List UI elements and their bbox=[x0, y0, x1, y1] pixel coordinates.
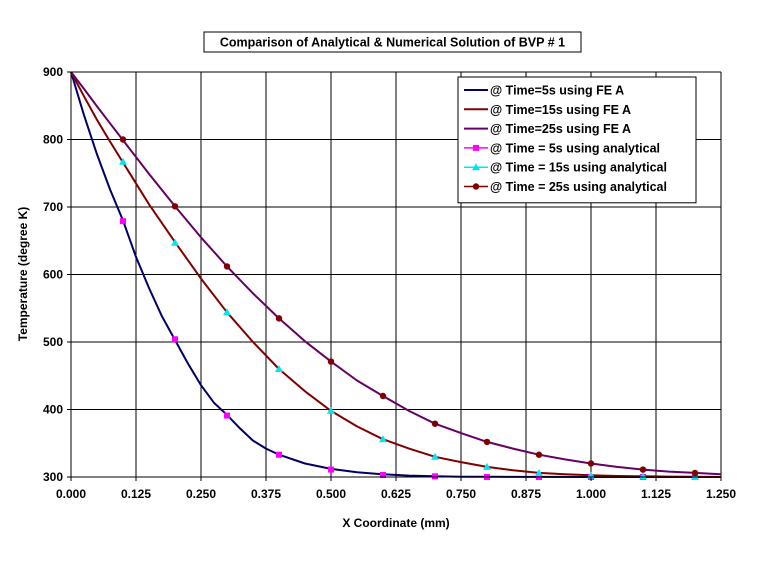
data-point bbox=[223, 263, 231, 270]
data-point bbox=[639, 472, 647, 480]
data-point bbox=[431, 420, 439, 427]
data-point bbox=[120, 218, 126, 225]
legend-label: @ Time = 5s using analytical bbox=[490, 141, 660, 155]
y-axis-title: Temperature (degree K) bbox=[16, 207, 30, 341]
y-tick-label: 800 bbox=[43, 133, 63, 147]
axes-layer bbox=[67, 71, 722, 481]
x-tick-label: 0.750 bbox=[446, 487, 476, 501]
data-point bbox=[380, 471, 386, 478]
data-point bbox=[327, 406, 335, 414]
x-tick-label: 0.000 bbox=[56, 487, 86, 501]
legend-item: @ Time=5s using FE A bbox=[464, 84, 624, 98]
y-tick-labels: 300 400 500 600 700 800 900 bbox=[43, 65, 63, 484]
legend-label: @ Time=15s using FE A bbox=[490, 103, 631, 117]
data-point bbox=[535, 451, 543, 458]
legend-item: @ Time = 15s using analytical bbox=[464, 161, 667, 175]
x-axis-title: X Coordinate (mm) bbox=[342, 516, 449, 530]
data-point bbox=[276, 451, 282, 458]
y-tick-label: 600 bbox=[43, 268, 63, 282]
data-point bbox=[431, 452, 439, 460]
series-line bbox=[70, 71, 722, 476]
data-point bbox=[379, 392, 387, 400]
data-point bbox=[432, 473, 438, 480]
legend: @ Time=5s using FE A @ Time=15s using FE … bbox=[457, 76, 697, 204]
data-point bbox=[328, 466, 334, 473]
y-tick-label: 300 bbox=[43, 470, 63, 484]
data-point bbox=[171, 203, 179, 210]
x-tick-label: 1.125 bbox=[641, 487, 671, 501]
series-1 bbox=[70, 71, 722, 478]
data-point bbox=[639, 466, 647, 473]
chart-title: Comparison of Analytical & Numerical Sol… bbox=[220, 36, 565, 50]
x-tick-label: 0.625 bbox=[381, 487, 411, 501]
data-point bbox=[275, 365, 283, 372]
x-tick-label: 0.500 bbox=[316, 487, 346, 501]
legend-label: @ Time = 15s using analytical bbox=[490, 161, 667, 175]
data-point bbox=[275, 315, 283, 322]
data-point bbox=[327, 358, 335, 365]
data-point bbox=[224, 412, 230, 419]
x-tick-label: 0.250 bbox=[186, 487, 216, 501]
data-point bbox=[119, 136, 127, 143]
legend-item: @ Time = 25s using analytical bbox=[464, 180, 667, 194]
legend-label: @ Time=5s using FE A bbox=[490, 84, 624, 98]
data-point bbox=[483, 438, 491, 446]
data-point bbox=[223, 308, 231, 316]
x-tick-label: 1.250 bbox=[706, 487, 736, 501]
data-point bbox=[483, 462, 491, 470]
chart-title-group: Comparison of Analytical & Numerical Sol… bbox=[203, 31, 582, 53]
chart-title-box bbox=[203, 31, 582, 53]
series-5 bbox=[119, 136, 699, 477]
legend-box bbox=[457, 76, 697, 204]
legend-item: @ Time=25s using FE A bbox=[464, 122, 631, 136]
legend-swatch-marker bbox=[473, 144, 479, 151]
data-point bbox=[119, 157, 127, 165]
series-line bbox=[70, 71, 722, 478]
data-point bbox=[379, 435, 387, 443]
y-tick-label: 400 bbox=[43, 403, 63, 417]
x-tick-label: 0.375 bbox=[251, 487, 281, 501]
series-2 bbox=[70, 71, 722, 476]
data-point bbox=[691, 469, 699, 477]
data-point bbox=[587, 460, 595, 467]
data-point bbox=[172, 336, 178, 343]
y-tick-label: 500 bbox=[43, 335, 63, 349]
legend-swatch-marker bbox=[472, 163, 480, 171]
x-tick-labels: 0.000 0.125 0.250 0.375 0.500 0.625 0.750 0.875… bbox=[56, 487, 736, 501]
x-tick-label: 1.000 bbox=[576, 487, 606, 501]
x-tick-label: 0.875 bbox=[511, 487, 541, 501]
y-tick-label: 700 bbox=[43, 200, 63, 214]
legend-label: @ Time=25s using FE A bbox=[490, 122, 631, 136]
legend-swatch-marker bbox=[472, 183, 480, 190]
legend-item: @ Time = 5s using analytical bbox=[464, 141, 660, 155]
x-tick-label: 0.125 bbox=[121, 487, 151, 501]
legend-label: @ Time = 25s using analytical bbox=[490, 180, 667, 194]
data-point bbox=[535, 468, 543, 476]
data-point bbox=[171, 238, 179, 246]
legend-item: @ Time=15s using FE A bbox=[464, 103, 631, 117]
y-tick-label: 900 bbox=[43, 65, 63, 79]
